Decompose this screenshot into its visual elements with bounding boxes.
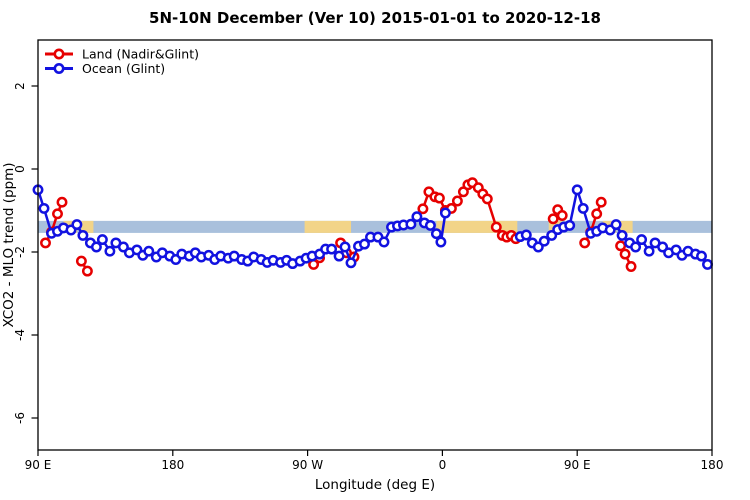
axes: 90 E 180 90 W 0 90 E 180 2 0 -2 -4 -6: [13, 82, 723, 472]
ocean-series-marker-icon: [53, 63, 65, 75]
plot-frame: [37, 39, 713, 451]
x-tick-label: 90 E: [25, 458, 52, 472]
map-strip-land: [81, 220, 94, 233]
chart-title: 5N-10N December (Ver 10) 2015-01-01 to 2…: [149, 9, 601, 27]
x-tick-label: 90 E: [564, 458, 591, 472]
legend-label-land: Land (Nadir&Glint): [82, 47, 199, 62]
y-tick-label: -2: [13, 246, 27, 258]
y-tick-label: -6: [13, 412, 27, 424]
legend-label-ocean: Ocean (Glint): [82, 61, 165, 76]
series-land: [40, 177, 637, 277]
map-strip-land: [304, 220, 352, 233]
legend-item-land: Land (Nadir&Glint): [45, 47, 199, 62]
legend: Land (Nadir&Glint) Ocean (Glint): [45, 47, 199, 76]
legend-item-ocean: Ocean (Glint): [45, 61, 165, 76]
x-tick-label: 0: [439, 458, 447, 472]
land-series-marker-icon: [53, 48, 65, 60]
y-tick-label: 2: [13, 82, 27, 90]
x-tick-label: 90 W: [292, 458, 323, 472]
y-tick-label: -4: [13, 329, 27, 341]
x-tick-label: 180: [161, 458, 184, 472]
y-tick-label: 0: [13, 165, 27, 173]
map-strip-ocean: [38, 220, 712, 233]
x-axis-label: Longitude (deg E): [315, 477, 435, 493]
x-tick-label: 180: [701, 458, 724, 472]
plot-area: 90 E 180 90 W 0 90 E 180 2 0 -2 -4 -6: [13, 39, 723, 472]
y-axis-label: XCO2 - MLO trend (ppm): [1, 162, 17, 327]
map-strip-land: [620, 220, 633, 233]
